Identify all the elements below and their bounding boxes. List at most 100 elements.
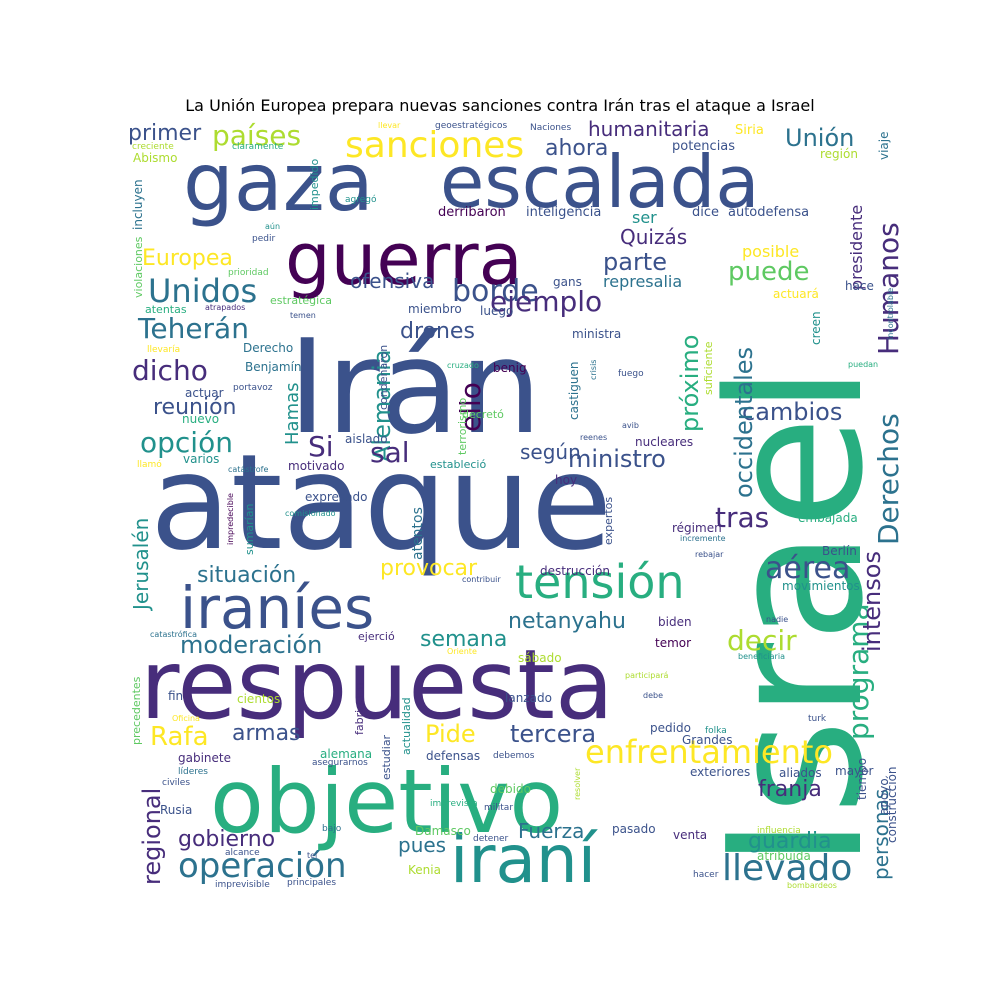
cloud-word-pues: pues bbox=[398, 833, 446, 857]
cloud-word-debido: debido bbox=[490, 782, 531, 796]
cloud-word-decreto: decretó bbox=[462, 408, 504, 421]
cloud-word-apoyo: apoyo bbox=[877, 778, 891, 815]
cloud-word-hoy: hoy bbox=[555, 473, 577, 487]
cloud-word-ministra: ministra bbox=[572, 327, 621, 341]
cloud-word-unidos: Unidos bbox=[148, 272, 257, 310]
cloud-word-atentas: atentas bbox=[145, 303, 187, 316]
cloud-word-ofensiva: ofensiva bbox=[350, 269, 434, 293]
cloud-word-claramente: claramente bbox=[232, 142, 284, 152]
cloud-word-establecio: estableció bbox=[430, 458, 486, 471]
cloud-word-ahora: ahora bbox=[545, 136, 608, 161]
cloud-word-tras: tras bbox=[715, 501, 769, 534]
cloud-word-imprevisible: imprevisible bbox=[215, 880, 270, 890]
cloud-word-tension: tensión bbox=[515, 555, 685, 609]
cloud-word-fabriquen: fabriquen bbox=[353, 682, 366, 735]
cloud-word-ello: ello bbox=[454, 382, 487, 432]
cloud-word-tercera: tercera bbox=[510, 720, 596, 748]
cloud-word-represalia: represalia bbox=[603, 272, 682, 291]
cloud-word-resolver: resolver bbox=[573, 767, 582, 800]
cloud-word-precedentes: precedentes bbox=[130, 676, 143, 745]
cloud-word-llevar: llevar bbox=[378, 121, 401, 130]
cloud-word-pasado: pasado bbox=[612, 822, 656, 836]
cloud-word-humanos: Humanos bbox=[872, 222, 905, 355]
cloud-word-teheran: Teherán bbox=[137, 312, 249, 345]
cloud-word-naciones: Naciones bbox=[530, 123, 571, 133]
cloud-word-civiles: civiles bbox=[162, 778, 190, 788]
cloud-word-creciente: creciente bbox=[132, 142, 174, 152]
cloud-word-alemana: alemana bbox=[320, 747, 372, 761]
cloud-word-ser: ser bbox=[632, 208, 657, 227]
cloud-word-catastrofica: catastrófica bbox=[150, 629, 197, 639]
cloud-word-militar: militar bbox=[484, 803, 513, 813]
cloud-word-damasco: Damasco bbox=[415, 824, 471, 838]
cloud-word-benjamin: Benjamín bbox=[245, 360, 302, 374]
cloud-word-comisionado: comisionado bbox=[285, 509, 336, 518]
cloud-word-terrorismo: terrorismo bbox=[456, 398, 469, 455]
cloud-word-tiempo: tiempo bbox=[855, 758, 869, 800]
cloud-word-personas: personas bbox=[869, 789, 893, 880]
cloud-word-avib: avib bbox=[622, 421, 639, 430]
cloud-word-ejercio: ejerció bbox=[358, 630, 395, 643]
cloud-word-aliados: aliados bbox=[779, 766, 822, 780]
cloud-word-region: región bbox=[820, 147, 858, 161]
cloud-word-fuego: fuego bbox=[618, 369, 644, 379]
cloud-word-si: Si bbox=[308, 430, 334, 463]
cloud-word-operacion: operación bbox=[178, 846, 347, 886]
cloud-word-respuesta: respuesta bbox=[140, 629, 614, 741]
cloud-word-hamas: Hamas bbox=[282, 382, 303, 445]
cloud-word-kenia: Kenia bbox=[408, 863, 441, 877]
cloud-word-fuerza: Fuerza bbox=[518, 819, 584, 843]
cloud-word-debemos: debemos bbox=[493, 751, 535, 761]
cloud-word-viaje: viaje bbox=[877, 131, 891, 160]
cloud-word-creen: creen bbox=[809, 311, 823, 345]
cloud-word-moderacion: moderación bbox=[180, 631, 322, 659]
cloud-word-alemania: Alemania bbox=[368, 349, 396, 462]
cloud-word-crisis: crisis bbox=[589, 360, 598, 380]
cloud-word-lanzado: lanzado bbox=[505, 691, 552, 705]
cloud-word-segun: según bbox=[520, 440, 581, 464]
cloud-word-llevado: llevado bbox=[722, 848, 852, 889]
cloud-word-bombardeos: bombardeos bbox=[787, 881, 837, 890]
cloud-word-europea: Europea bbox=[142, 246, 233, 271]
cloud-word-occidentales: occidentales bbox=[730, 347, 758, 498]
cloud-word-hacer: hacer bbox=[693, 870, 719, 880]
cloud-word-asegurarnos: asegurarnos bbox=[312, 758, 368, 768]
cloud-word-detener: detener bbox=[473, 834, 509, 844]
cloud-word-pide: Pide bbox=[425, 720, 476, 748]
cloud-word-grandes: Grandes bbox=[682, 733, 732, 747]
cloud-word-turk: turk bbox=[808, 714, 827, 724]
cloud-word-aislado: aislado bbox=[345, 432, 388, 446]
cloud-word-incontrolable: incontrolable bbox=[886, 288, 895, 340]
cloud-word-sabado: sábado bbox=[518, 651, 562, 665]
cloud-word-enfrentamiento: enfrentamiento bbox=[585, 733, 833, 771]
cloud-word-regimen: régimen bbox=[672, 521, 722, 535]
cloud-word-cambios: cambios bbox=[742, 398, 842, 426]
cloud-word-sumarian: sumarían bbox=[243, 504, 256, 555]
cloud-word-intensos: intensos bbox=[858, 551, 886, 652]
cloud-word-portavoz: portavoz bbox=[233, 383, 273, 393]
cloud-word-autodefensa: autodefensa bbox=[728, 205, 809, 220]
cloud-word-participara: participará bbox=[625, 671, 669, 680]
cloud-word-atentos: atentos bbox=[410, 507, 426, 560]
cloud-word-destruccion: destrucción bbox=[540, 564, 610, 578]
cloud-word-atrapados: atrapados bbox=[205, 303, 245, 312]
cloud-word-pedir: pedir bbox=[252, 234, 275, 244]
cloud-word-dice: dice bbox=[692, 205, 719, 220]
cloud-word-bajo: bajo bbox=[322, 824, 342, 834]
cloud-word-quizas: Quizás bbox=[620, 225, 687, 249]
cloud-word-llamo: llamó bbox=[137, 459, 162, 470]
cloud-word-regional: regional bbox=[138, 788, 166, 885]
cloud-word-oriente: Oriente bbox=[447, 647, 477, 656]
cloud-word-estrategica: estratégica bbox=[270, 294, 332, 307]
cloud-word-hace: hace bbox=[845, 279, 874, 293]
cloud-word-expertos: expertos bbox=[602, 497, 615, 545]
cloud-word-inteligencia: inteligencia bbox=[526, 205, 601, 220]
cloud-word-gaza: gaza bbox=[183, 136, 374, 229]
cloud-word-jerusalen: Jerusalén bbox=[129, 518, 153, 612]
cloud-word-rafa: Rafa bbox=[150, 722, 209, 752]
cloud-word-alcance: alcance bbox=[225, 848, 260, 858]
cloud-word-principales: principales bbox=[287, 878, 336, 888]
cloud-word-mayor: mayor bbox=[835, 764, 873, 778]
cloud-word-nucleares: nucleares bbox=[635, 435, 693, 449]
cloud-word-influencia: influencia bbox=[757, 826, 801, 836]
